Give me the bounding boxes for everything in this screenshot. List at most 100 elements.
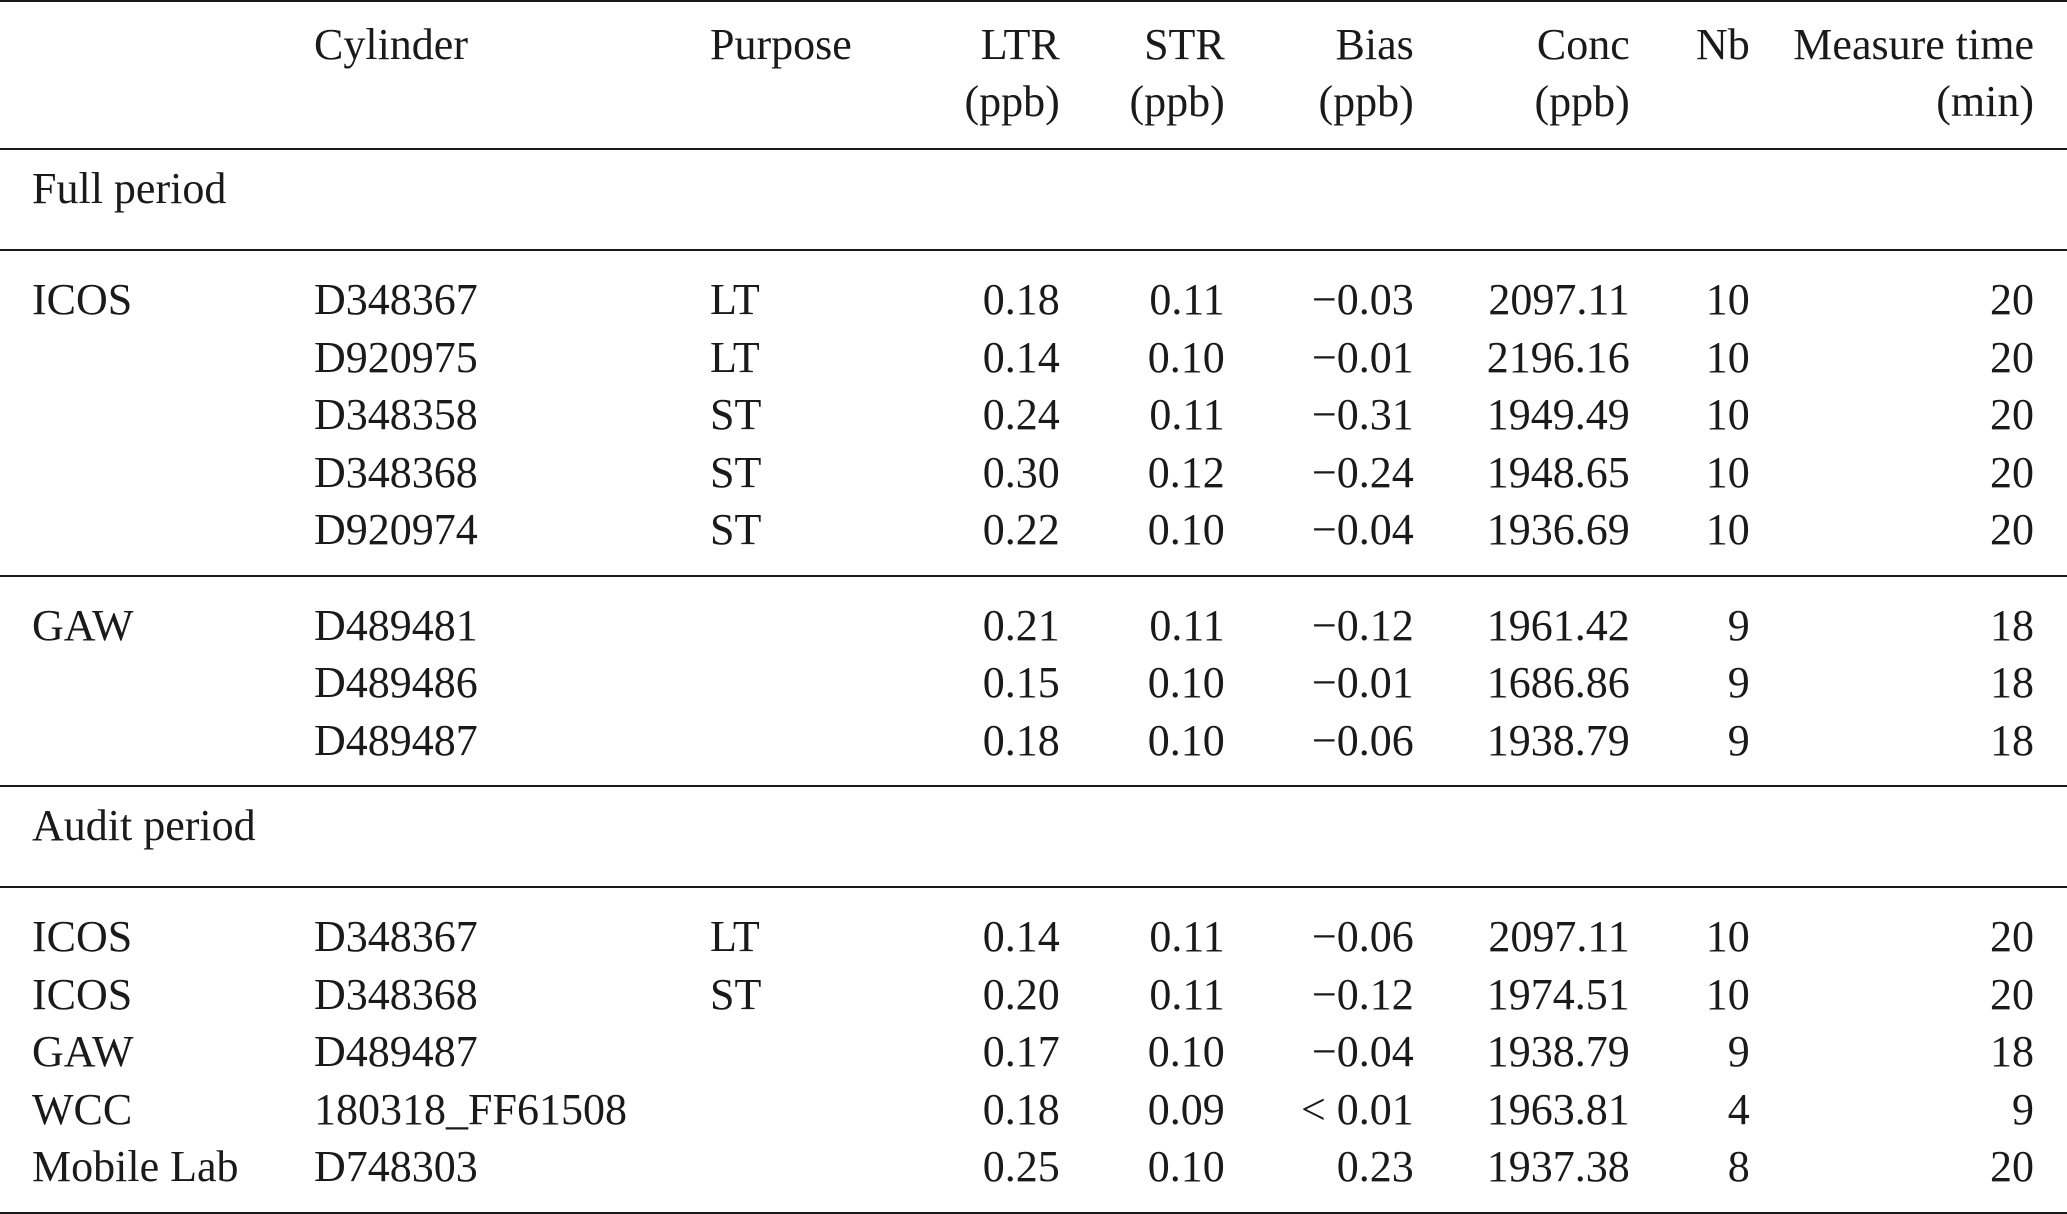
cell-ltr: 0.18 bbox=[982, 275, 1060, 324]
cell-measure-time: 20 bbox=[1749, 1138, 2067, 1214]
header-bias: Bias (ppb) bbox=[1224, 0, 1414, 150]
cell-nb: 10 bbox=[1705, 332, 1750, 382]
cell-measure-time: 18 bbox=[1990, 1027, 2034, 1076]
table-header: Cylinder Purpose LTR (ppb) STR (ppb) Bia… bbox=[0, 0, 2067, 150]
cell-purpose: LT bbox=[710, 332, 760, 382]
cell-bias: −0.12 bbox=[1311, 600, 1414, 650]
section-title: Audit period bbox=[0, 786, 2067, 888]
cell-network bbox=[0, 329, 314, 387]
cell-measure-time: 20 bbox=[1990, 912, 2034, 961]
cell-str: 0.10 bbox=[1059, 1138, 1225, 1214]
cell-str: 0.10 bbox=[1059, 711, 1225, 787]
table-row: ICOS D348367 LT 0.18 0.11 −0.03 2097.11 10 20 bbox=[0, 250, 2067, 329]
header-str-label: STR bbox=[1144, 20, 1225, 69]
cell-network bbox=[0, 501, 314, 577]
header-conc: Conc (ppb) bbox=[1413, 0, 1630, 150]
cell-purpose bbox=[710, 576, 852, 655]
cell-nb: 10 bbox=[1705, 969, 1750, 1019]
cell-cylinder: D348367 bbox=[314, 912, 478, 961]
cell-conc: 1963.81 bbox=[1486, 1084, 1630, 1134]
cell-bias: −0.12 bbox=[1311, 969, 1414, 1019]
cell-nb: 9 bbox=[1727, 1027, 1750, 1076]
table-row: ICOS D348367 LT 0.14 0.11 −0.06 2097.11 10 20 bbox=[0, 887, 2067, 966]
cell-conc: 2097.11 bbox=[1488, 912, 1630, 961]
cell-cylinder: D920974 bbox=[314, 501, 710, 577]
header-bias-unit: (ppb) bbox=[1318, 77, 1414, 126]
cell-ltr: 0.14 bbox=[982, 332, 1060, 382]
cell-bias: −0.04 bbox=[1224, 501, 1414, 577]
cell-purpose: ST bbox=[710, 390, 762, 439]
cell-ltr: 0.21 bbox=[982, 600, 1060, 650]
cell-str: 0.11 bbox=[1149, 969, 1225, 1019]
cell-conc: 1936.69 bbox=[1413, 501, 1630, 577]
cell-measure-time: 18 bbox=[1749, 711, 2067, 787]
table-row: ICOS D348368 ST 0.20 0.11 −0.12 1974.51 10 20 bbox=[0, 966, 2067, 1024]
table-row: D489486 0.15 0.10 −0.01 1686.86 9 18 bbox=[0, 654, 2067, 712]
cell-cylinder: D489487 bbox=[314, 1027, 478, 1076]
cell-bias: −0.04 bbox=[1311, 1027, 1414, 1076]
table-row: D348368 ST 0.30 0.12 −0.24 1948.65 10 20 bbox=[0, 444, 2067, 502]
cell-ltr: 0.15 bbox=[982, 658, 1060, 707]
cell-nb: 10 bbox=[1705, 275, 1750, 324]
table-row: D348358 ST 0.24 0.11 −0.31 1949.49 10 20 bbox=[0, 386, 2067, 444]
cell-conc: 1948.65 bbox=[1486, 447, 1630, 497]
cell-network bbox=[0, 444, 314, 502]
header-purpose: Purpose bbox=[710, 0, 852, 150]
cell-conc: 1938.79 bbox=[1486, 1027, 1630, 1076]
cell-network: ICOS bbox=[32, 275, 133, 324]
cell-conc: 1938.79 bbox=[1413, 711, 1630, 787]
table-row: GAW D489481 0.21 0.11 −0.12 1961.42 9 18 bbox=[0, 576, 2067, 655]
cell-ltr: 0.20 bbox=[982, 969, 1060, 1019]
cell-purpose: LT bbox=[710, 275, 760, 324]
cell-purpose bbox=[710, 1023, 852, 1081]
cell-cylinder: D348358 bbox=[314, 390, 478, 439]
cell-network: GAW bbox=[32, 1027, 134, 1076]
cell-network: ICOS bbox=[32, 969, 133, 1019]
cell-measure-time: 18 bbox=[1990, 600, 2034, 650]
cell-str: 0.10 bbox=[1147, 658, 1225, 707]
cell-str: 0.09 bbox=[1147, 1084, 1225, 1134]
cell-bias: 0.23 bbox=[1224, 1138, 1414, 1214]
cell-conc: 1937.38 bbox=[1413, 1138, 1630, 1214]
table-row: Mobile Lab D748303 0.25 0.10 0.23 1937.38 8 20 bbox=[0, 1138, 2067, 1214]
cell-cylinder: D348368 bbox=[314, 969, 478, 1019]
cell-network: WCC bbox=[32, 1084, 133, 1134]
cell-ltr: 0.24 bbox=[982, 390, 1060, 439]
cell-bias: −0.01 bbox=[1311, 332, 1414, 382]
cell-conc: 2196.16 bbox=[1486, 332, 1630, 382]
cell-cylinder: D748303 bbox=[314, 1138, 710, 1214]
cell-purpose: ST bbox=[710, 501, 852, 577]
header-time-label: Measure time bbox=[1793, 20, 2034, 69]
cell-measure-time: 20 bbox=[1990, 275, 2034, 324]
cell-purpose bbox=[710, 711, 852, 787]
cell-network: ICOS bbox=[32, 912, 133, 961]
section-title-row: Audit period bbox=[0, 786, 2067, 888]
cell-measure-time: 9 bbox=[2012, 1084, 2034, 1134]
cell-str: 0.11 bbox=[1149, 275, 1225, 324]
cell-conc: 2097.11 bbox=[1488, 275, 1630, 324]
header-bias-label: Bias bbox=[1335, 20, 1414, 69]
cell-conc: 1974.51 bbox=[1486, 969, 1630, 1019]
cell-nb: 10 bbox=[1705, 912, 1750, 961]
header-ltr: LTR (ppb) bbox=[851, 0, 1060, 150]
cell-measure-time: 20 bbox=[1749, 501, 2067, 577]
table-body: Full period ICOS D348367 LT 0.18 0.11 −0.03 209… bbox=[0, 149, 2067, 1214]
cell-cylinder: 180318_FF61508 bbox=[314, 1084, 627, 1134]
table-row: D920974 ST 0.22 0.10 −0.04 1936.69 10 20 bbox=[0, 501, 2067, 577]
cell-purpose bbox=[710, 1138, 852, 1214]
cell-network bbox=[0, 386, 314, 444]
cell-ltr: 0.14 bbox=[982, 912, 1060, 961]
cell-cylinder: D489487 bbox=[314, 711, 710, 787]
cell-nb: 9 bbox=[1727, 600, 1750, 650]
cell-cylinder: D489481 bbox=[314, 600, 478, 650]
header-ltr-unit: (ppb) bbox=[964, 77, 1060, 126]
cell-network bbox=[0, 654, 314, 712]
header-measure-time: Measure time (min) bbox=[1749, 0, 2067, 150]
cell-bias: −0.31 bbox=[1311, 390, 1414, 439]
cell-str: 0.11 bbox=[1149, 600, 1225, 650]
table-row: D920975 LT 0.14 0.10 −0.01 2196.16 10 20 bbox=[0, 329, 2067, 387]
section-title: Full period bbox=[0, 149, 2067, 251]
cell-ltr: 0.17 bbox=[982, 1027, 1060, 1076]
cell-measure-time: 18 bbox=[1990, 658, 2034, 707]
